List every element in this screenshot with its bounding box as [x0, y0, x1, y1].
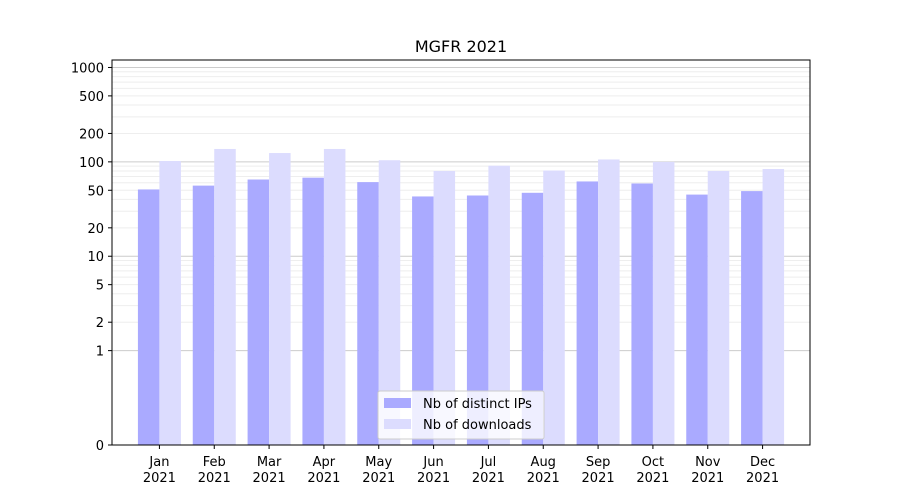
x-tick-label-month: Aug [531, 455, 556, 470]
y-tick-label: 1000 [71, 61, 104, 76]
bar-distinct-ips [412, 196, 434, 445]
x-tick-label-year: 2021 [472, 471, 505, 486]
y-tick-label: 10 [87, 250, 104, 265]
y-tick-label: 100 [79, 156, 104, 171]
x-tick-label-year: 2021 [636, 471, 669, 486]
bar-distinct-ips [302, 177, 324, 446]
x-tick-label-year: 2021 [198, 471, 231, 486]
bar-distinct-ips [466, 195, 489, 445]
bar-downloads [323, 148, 346, 445]
bar-downloads [433, 171, 456, 446]
bar-distinct-ips [192, 185, 215, 445]
x-tick-label-month: Dec [750, 455, 775, 470]
bar-distinct-ips [576, 181, 599, 445]
x-tick-label-month: Mar [257, 455, 282, 470]
legend-label-downloads: Nb of downloads [423, 418, 532, 433]
legend-swatch-downloads [384, 419, 411, 429]
plot-frame [111, 59, 811, 446]
legend-box [377, 390, 545, 440]
bar-downloads [598, 159, 620, 445]
y-tick-label: 500 [79, 90, 104, 105]
y-tick-label: 0 [96, 439, 104, 454]
x-tick-label-year: 2021 [143, 471, 176, 486]
y-tick-label: 1 [96, 345, 104, 360]
bar-distinct-ips [741, 191, 763, 445]
x-tick-label-month: Jul [480, 455, 497, 470]
x-tick-label-year: 2021 [253, 471, 286, 486]
bar-downloads [652, 161, 675, 445]
y-tick-label: 5 [96, 279, 104, 294]
x-tick-label-year: 2021 [746, 471, 779, 486]
y-axis: 0 1 2 5 10 20 50 100 200 500 1000 [71, 61, 112, 454]
x-tick-label-month: Oct [642, 455, 664, 470]
legend: Nb of distinct IPs Nb of downloads [377, 390, 545, 440]
y-tick-label: 200 [79, 127, 104, 142]
bar-distinct-ips [686, 194, 708, 445]
x-tick-label-year: 2021 [691, 471, 724, 486]
bar-distinct-ips [137, 189, 160, 445]
x-tick-label-month: Apr [313, 455, 336, 470]
bar-distinct-ips [247, 179, 270, 445]
y-tick-label: 20 [87, 222, 104, 237]
x-tick-label-year: 2021 [307, 471, 340, 486]
y-tick-label: 50 [87, 184, 104, 199]
x-tick-label-month: Nov [695, 455, 721, 470]
x-tick-label-year: 2021 [417, 471, 450, 486]
bar-downloads [762, 169, 785, 445]
x-tick-label-month: Feb [203, 455, 226, 470]
bar-downloads [543, 170, 565, 445]
x-tick-label-month: May [365, 455, 392, 470]
legend-label-ips: Nb of distinct IPs [423, 397, 532, 412]
bar-downloads [269, 153, 291, 445]
y-tick-label: 2 [96, 316, 104, 331]
bar-distinct-ips [631, 183, 653, 446]
bar-downloads [159, 161, 181, 445]
bar-distinct-ips [357, 182, 379, 445]
x-tick-label-month: Sep [586, 455, 611, 470]
chart-title: MGFR 2021 [415, 37, 507, 56]
bar-downloads [707, 171, 730, 446]
bars [137, 148, 785, 446]
bar-downloads [488, 165, 510, 445]
x-tick-label-year: 2021 [527, 471, 560, 486]
x-tick-label-month: Jan [148, 455, 169, 470]
x-tick-label-month: Jun [422, 455, 443, 470]
x-tick-label-year: 2021 [362, 471, 395, 486]
bar-distinct-ips [521, 192, 544, 445]
legend-swatch-ips [384, 398, 411, 408]
bar-downloads [214, 148, 236, 445]
bar-downloads [378, 160, 401, 445]
x-axis: Jan2021Feb2021Mar2021Apr2021May2021Jun20… [143, 445, 779, 486]
x-tick-label-year: 2021 [582, 471, 615, 486]
